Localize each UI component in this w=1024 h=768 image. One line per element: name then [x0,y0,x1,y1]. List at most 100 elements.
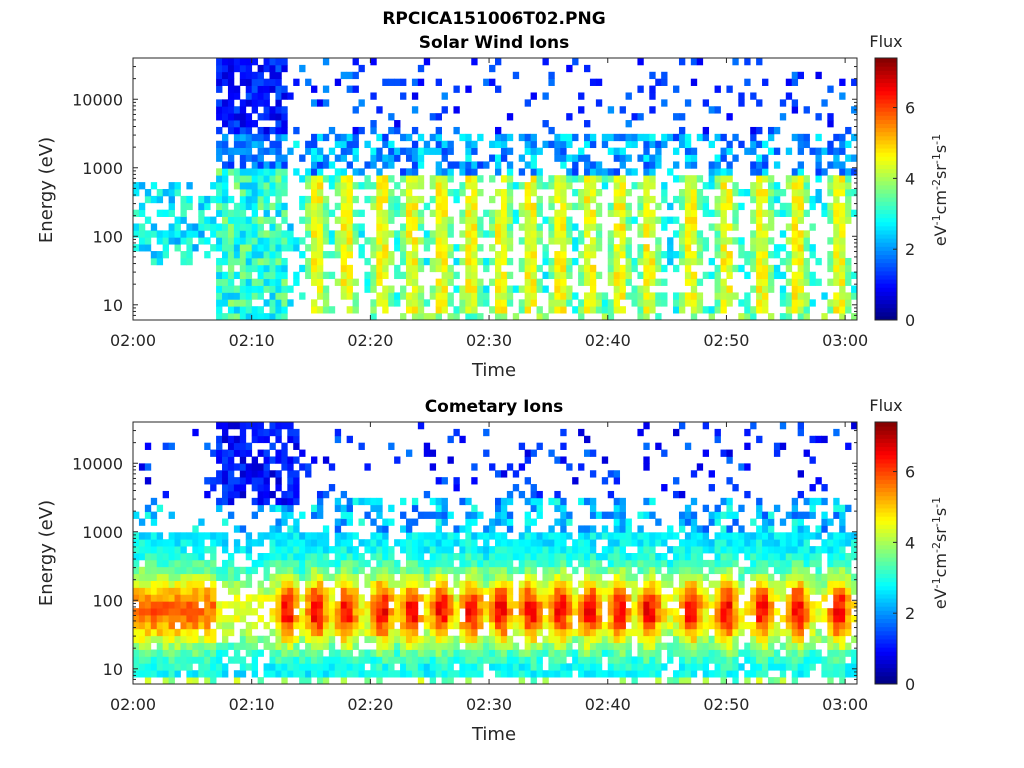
flux-cell [316,670,324,678]
flux-cell [750,147,757,155]
flux-cell [388,113,395,121]
flux-cell [168,677,175,685]
flux-cell [489,216,496,224]
flux-cell [251,539,259,547]
flux-cell [435,195,442,204]
flux-cell [584,168,591,176]
flux-cell [572,601,579,609]
flux-cell [376,182,383,190]
flux-cell [643,546,650,554]
flux-cell [352,292,359,300]
flux-cell [756,553,763,561]
flux-cell [275,106,282,114]
flux-cell [352,306,359,314]
flux-cell [287,608,294,616]
flux-cell [500,580,508,588]
flux-cell [233,237,241,245]
flux-cell [512,71,520,80]
flux-cell [673,621,680,630]
flux-cell [750,621,757,630]
flux-cell [690,195,698,204]
flux-cell [791,106,799,114]
flux-cell [631,113,638,121]
flux-cell [536,615,543,623]
flux-cell [192,573,199,581]
flux-cell [845,292,852,300]
flux-cell [548,553,555,561]
flux-cell [483,642,490,650]
flux-cell [358,518,365,526]
flux-cell [435,237,442,245]
flux-cell [637,628,644,637]
flux-cell [524,202,531,211]
flux-cell [459,209,466,217]
flux-cell [560,504,567,513]
flux-cell [417,635,425,644]
flux-cell [305,677,312,685]
flux-cell [584,621,591,630]
flux-cell [797,546,804,554]
flux-cell [459,497,466,506]
flux-cell [293,621,300,630]
flux-cell [649,140,656,149]
flux-cell [174,559,181,568]
flux-cell [578,656,585,664]
flux-cell [643,306,650,314]
flux-cell [287,477,294,485]
flux-cell [595,635,603,644]
flux-cell [322,490,330,499]
flux-cell [358,663,365,671]
flux-cell [311,601,318,609]
flux-cell [845,154,852,162]
flux-cell [572,594,579,602]
flux-cell [471,504,478,513]
flux-cell [619,264,626,273]
flux-cell [500,154,508,162]
flux-cell [548,539,555,547]
flux-cell [257,559,264,568]
flux-cell [382,209,389,217]
flux-cell [352,278,359,286]
flux-cell [144,635,152,644]
flux-cell [138,244,146,252]
flux-cell [441,532,448,540]
flux-cell [738,628,745,637]
flux-cell [767,189,775,197]
flux-cell [696,566,704,575]
flux-cell [316,511,324,519]
flux-cell [524,216,531,224]
flux-cell [435,299,442,307]
flux-cell [340,559,348,568]
flux-cell [364,546,371,554]
flux-cell [198,202,205,211]
flux-cell [227,147,235,155]
flux-cell [732,594,739,602]
flux-cell [287,553,294,561]
flux-cell [673,133,680,142]
flux-cell [726,594,733,602]
flux-cell [233,649,241,657]
flux-cell [311,546,318,554]
flux-cell [299,594,306,602]
flux-cell [655,608,662,616]
flux-cell [239,306,247,314]
flux-cell [601,133,609,142]
flux-cell [198,587,205,595]
flux-cell [839,133,846,142]
flux-cell [180,608,187,616]
flux-cell [227,306,235,314]
flux-cell [785,546,793,554]
flux-cell [756,525,763,533]
flux-cell [720,195,727,204]
flux-cell [222,99,229,107]
flux-cell [465,594,472,602]
flux-cell [649,656,656,664]
flux-cell [423,58,431,66]
flux-cell [619,133,626,142]
flux-cell [471,140,478,149]
flux-cell [797,490,804,499]
x-tick-label: 02:00 [110,331,156,350]
flux-cell [275,237,282,245]
flux-cell [293,490,300,499]
flux-cell [227,195,235,204]
